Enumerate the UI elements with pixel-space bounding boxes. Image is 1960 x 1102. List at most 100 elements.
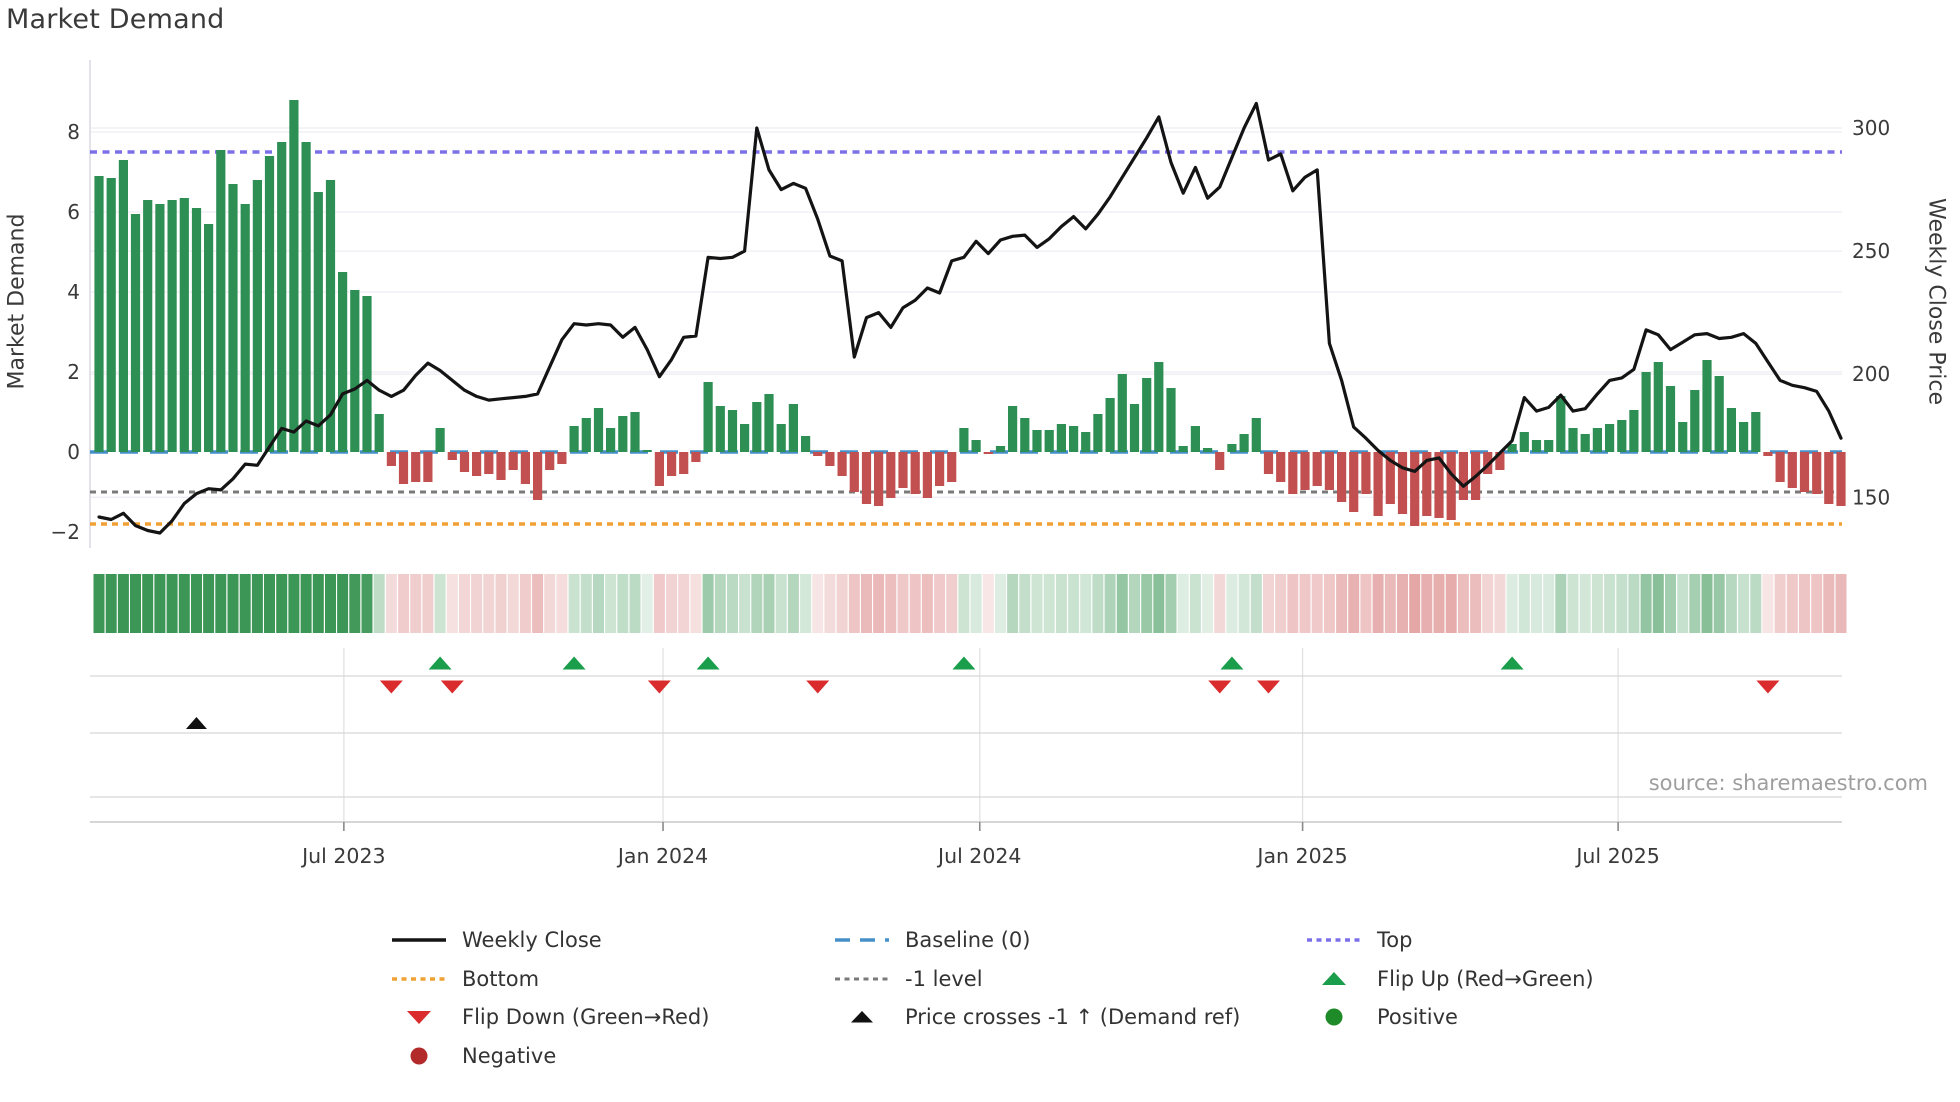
- heatmap-cell: [1202, 574, 1214, 633]
- demand-bar: [874, 452, 884, 506]
- heatmap-cell: [836, 574, 848, 633]
- demand-bar: [971, 440, 981, 452]
- demand-bar: [1251, 418, 1261, 452]
- heatmap-cell: [1043, 574, 1055, 633]
- heatmap-cell: [1104, 574, 1116, 633]
- demand-bar: [959, 428, 969, 452]
- right-tick-label: 150: [1852, 485, 1890, 509]
- heatmap-cell: [1397, 574, 1408, 633]
- demand-bar: [1531, 440, 1542, 452]
- heatmap-cell: [227, 574, 239, 633]
- demand-bar: [1726, 408, 1736, 452]
- heatmap-cell: [848, 574, 860, 633]
- left-tick-label: −2: [51, 520, 80, 544]
- price-cross-icon: [851, 1011, 873, 1023]
- demand-bar: [849, 452, 859, 492]
- flip-up-marker: [428, 656, 452, 670]
- demand-bar: [593, 408, 604, 452]
- heatmap-cell: [861, 574, 872, 633]
- heatmap-cell: [1665, 574, 1676, 633]
- demand-bar: [691, 452, 701, 462]
- demand-bar: [886, 452, 896, 498]
- heatmap-cell: [105, 574, 117, 633]
- heatmap-cell: [1518, 574, 1530, 633]
- demand-bar: [1093, 414, 1103, 452]
- demand-bar: [313, 192, 323, 452]
- heatmap-cell: [1725, 574, 1737, 633]
- heatmap-cell: [1141, 574, 1153, 633]
- demand-bar: [606, 428, 616, 452]
- demand-bar: [1422, 452, 1432, 516]
- heatmap-cell: [166, 574, 178, 633]
- heatmap-cell: [617, 574, 629, 633]
- demand-bar: [776, 424, 786, 452]
- heatmap-cell: [1299, 574, 1311, 633]
- demand-bar: [1044, 430, 1054, 452]
- demand-bar: [1288, 452, 1298, 494]
- demand-bar: [581, 418, 591, 452]
- heatmap-cell: [1604, 574, 1616, 633]
- demand-bar: [1032, 430, 1042, 452]
- demand-bar: [362, 296, 372, 452]
- heatmap-cell: [1750, 574, 1762, 633]
- demand-bar: [667, 452, 677, 476]
- demand-bar: [1178, 446, 1188, 452]
- heatmap-cell: [580, 574, 592, 633]
- heatmap-cell: [312, 574, 324, 633]
- demand-bar: [1361, 452, 1371, 494]
- heatmap-cell: [946, 574, 958, 633]
- demand-bar: [228, 184, 238, 452]
- heatmap-cell: [1031, 574, 1043, 633]
- demand-bar: [740, 424, 750, 452]
- heatmap-cell: [1628, 574, 1640, 633]
- negative-dot-icon: [410, 1047, 428, 1065]
- demand-bar: [1519, 432, 1529, 452]
- demand-bar: [1056, 424, 1066, 452]
- heatmap-cell: [629, 574, 641, 633]
- heatmap-cell: [1177, 574, 1189, 633]
- heatmap-cell: [203, 574, 215, 633]
- heatmap-cell: [300, 574, 312, 633]
- demand-bar: [1129, 404, 1140, 452]
- heatmap-cell: [1774, 574, 1786, 633]
- flip-down-marker: [1256, 680, 1280, 694]
- heatmap-cell: [507, 574, 519, 633]
- heatmap-cell: [678, 574, 690, 633]
- demand-bar: [1556, 396, 1566, 452]
- demand-bar: [1397, 452, 1408, 514]
- heatmap-cell: [1506, 574, 1518, 633]
- x-tick-label: Jan 2024: [616, 844, 708, 868]
- demand-bar: [764, 394, 774, 452]
- heatmap-cell: [1068, 574, 1080, 633]
- demand-bar: [533, 452, 543, 500]
- heatmap-cell: [519, 574, 531, 633]
- demand-bar: [1775, 452, 1785, 482]
- demand-bar: [1105, 398, 1115, 452]
- heatmap-cell: [1165, 574, 1177, 633]
- demand-bar: [118, 160, 128, 452]
- flip-up-marker: [696, 656, 720, 670]
- heatmap-cell: [787, 574, 799, 633]
- demand-bar: [289, 100, 299, 452]
- demand-bar: [179, 198, 189, 452]
- left-tick-label: 6: [67, 200, 80, 224]
- heatmap-cell: [1348, 574, 1360, 633]
- heatmap-cell: [1786, 574, 1798, 633]
- demand-bar: [350, 290, 360, 452]
- demand-bar: [496, 452, 506, 480]
- demand-bar: [1446, 452, 1456, 520]
- legend-swatch: [390, 1043, 448, 1069]
- heatmap-cell: [1311, 574, 1323, 633]
- demand-bar: [167, 200, 177, 452]
- flip-up-marker: [952, 656, 976, 670]
- x-tick-label: Jul 2024: [936, 844, 1021, 868]
- heatmap-cell: [1457, 574, 1469, 633]
- heatmap-cell: [593, 574, 604, 633]
- demand-bar: [1324, 452, 1334, 490]
- right-tick-label: 250: [1852, 239, 1890, 263]
- demand-bar: [252, 180, 262, 452]
- heatmap-cell: [93, 574, 105, 633]
- demand-bar: [752, 402, 762, 452]
- left-tick-label: 4: [67, 280, 80, 304]
- heatmap-cell: [1579, 574, 1591, 633]
